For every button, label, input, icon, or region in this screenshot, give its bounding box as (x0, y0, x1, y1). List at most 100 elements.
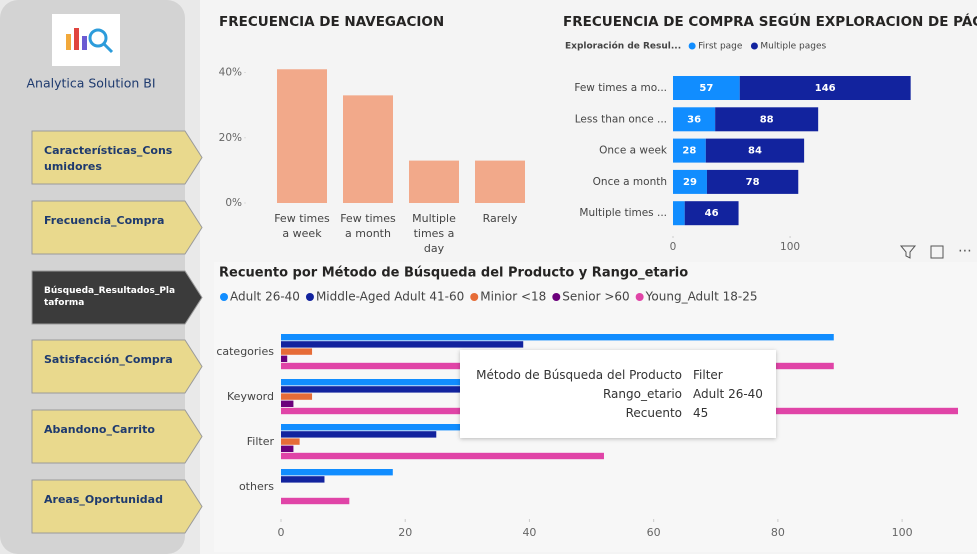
chart-title: Recuento por Método de Búsqueda del Prod… (219, 266, 688, 281)
bar-segment (673, 138, 706, 163)
bar-segment (739, 76, 911, 100)
y-tick-label: Keyword (227, 390, 274, 403)
bar (281, 431, 437, 438)
legend-label: Young_Adult 18-25 (645, 290, 758, 304)
legend-marker (552, 293, 561, 301)
y-tick-label: Once a month (593, 176, 667, 188)
legend-marker (635, 293, 644, 301)
legend-label: Minior <18 (480, 290, 546, 304)
bar (281, 379, 530, 386)
y-tick-label: Filter (247, 435, 275, 448)
tooltip-key: Método de Búsqueda del Producto (476, 368, 682, 382)
bar-segment (673, 169, 707, 194)
bar (281, 476, 325, 483)
nav-label: Areas_Oportunidad (44, 493, 163, 506)
nav-label: Frecuencia_Compra (44, 214, 165, 227)
bar (281, 355, 288, 362)
tooltip: Método de Búsqueda del Producto Filter Ran… (460, 350, 776, 438)
x-tick-label: 100 (780, 241, 800, 253)
chart-title: FRECUENCIA DE COMPRA SEGÚN EXPLORACION D… (563, 12, 977, 30)
nav-button[interactable] (31, 409, 203, 464)
brand: Analytica Solution BI (26, 76, 155, 91)
logo-handle (102, 42, 114, 54)
legend-marker (220, 293, 228, 301)
nav-label: Satisfacción_Compra (44, 353, 173, 366)
x-tick-label: 60 (647, 526, 661, 539)
bar (281, 438, 300, 445)
x-tick-label: Rarely (482, 212, 518, 225)
bar-segment (684, 201, 739, 226)
data-label: 36 (687, 114, 701, 125)
bar (281, 424, 561, 431)
legend-marker (750, 42, 758, 50)
legend-label: Senior >60 (562, 290, 629, 304)
visual-icons: ⋯ (899, 243, 972, 259)
data-label: 46 (705, 208, 719, 219)
legend-marker (688, 42, 696, 50)
chart-title: FRECUENCIA DE NAVEGACION (219, 14, 444, 30)
bar (281, 452, 604, 460)
bar (343, 95, 393, 203)
legend-label: Middle-Aged Adult 41-60 (316, 290, 464, 304)
y-tick-label: Few times a mo... (574, 82, 667, 94)
bar (281, 393, 313, 400)
data-label: 28 (682, 146, 696, 157)
nav-button[interactable] (31, 479, 203, 534)
nav-label: Búsqueda_Resultados_Plataforma (44, 286, 176, 308)
x-tick-label: Few times a week (274, 212, 330, 240)
legend-label: Adult 26-40 (230, 290, 300, 304)
data-label: 84 (748, 146, 762, 157)
nav-button[interactable] (31, 130, 203, 185)
filter-icon[interactable] (899, 245, 917, 259)
focus-icon[interactable] (930, 245, 944, 259)
data-label: 88 (760, 114, 774, 125)
logo-bar (66, 34, 71, 50)
data-label: 146 (815, 83, 836, 94)
tooltip-key: Recuento (625, 406, 682, 420)
y-tick-label: Once a week (599, 145, 668, 157)
x-tick-label: 100 (892, 526, 913, 539)
bar (277, 69, 327, 203)
bar-segment (673, 76, 740, 100)
y-tick-label: others (239, 480, 274, 493)
tooltip-value: 45 (693, 406, 709, 420)
x-tick-label: 40 (522, 526, 536, 539)
y-tick-label: categories (216, 345, 274, 358)
legend-title: Exploración de Resul... (565, 41, 681, 52)
legend-marker (305, 293, 314, 301)
nav-button[interactable] (31, 200, 203, 255)
tooltip-value: Filter (693, 368, 723, 382)
y-tick-label: 40% (219, 67, 242, 79)
logo-lens (88, 28, 108, 48)
bar (281, 334, 834, 341)
nav-label: Características_Consumidores (44, 144, 173, 173)
bar (281, 341, 524, 348)
x-tick-label: 0 (278, 526, 285, 539)
bar (281, 386, 468, 393)
bar-segment (705, 138, 805, 163)
y-tick-label: Less than once ... (575, 113, 667, 125)
legend-label: Multiple pages (760, 42, 826, 52)
data-label: 57 (699, 83, 713, 94)
nav-button-active[interactable] (31, 270, 203, 325)
x-tick-label: 80 (771, 526, 785, 539)
bar-segment (715, 107, 819, 132)
legend-marker (470, 293, 479, 301)
x-tick-label: Multiple times a day (412, 212, 456, 255)
x-tick-label: 0 (670, 241, 677, 253)
y-tick-label: 0% (225, 197, 242, 209)
data-label: 78 (746, 177, 760, 188)
bar-segment (706, 169, 799, 194)
more-icon[interactable]: ⋯ (958, 243, 972, 259)
logo-bar (74, 28, 79, 50)
data-label: 29 (683, 177, 697, 188)
bar (281, 348, 313, 355)
logo-bar (82, 36, 87, 50)
bar (281, 400, 294, 407)
bar (475, 160, 525, 203)
tooltip-value: Adult 26-40 (693, 387, 763, 401)
nav-button[interactable] (31, 339, 203, 394)
x-tick-label: Few times a month (340, 212, 396, 240)
